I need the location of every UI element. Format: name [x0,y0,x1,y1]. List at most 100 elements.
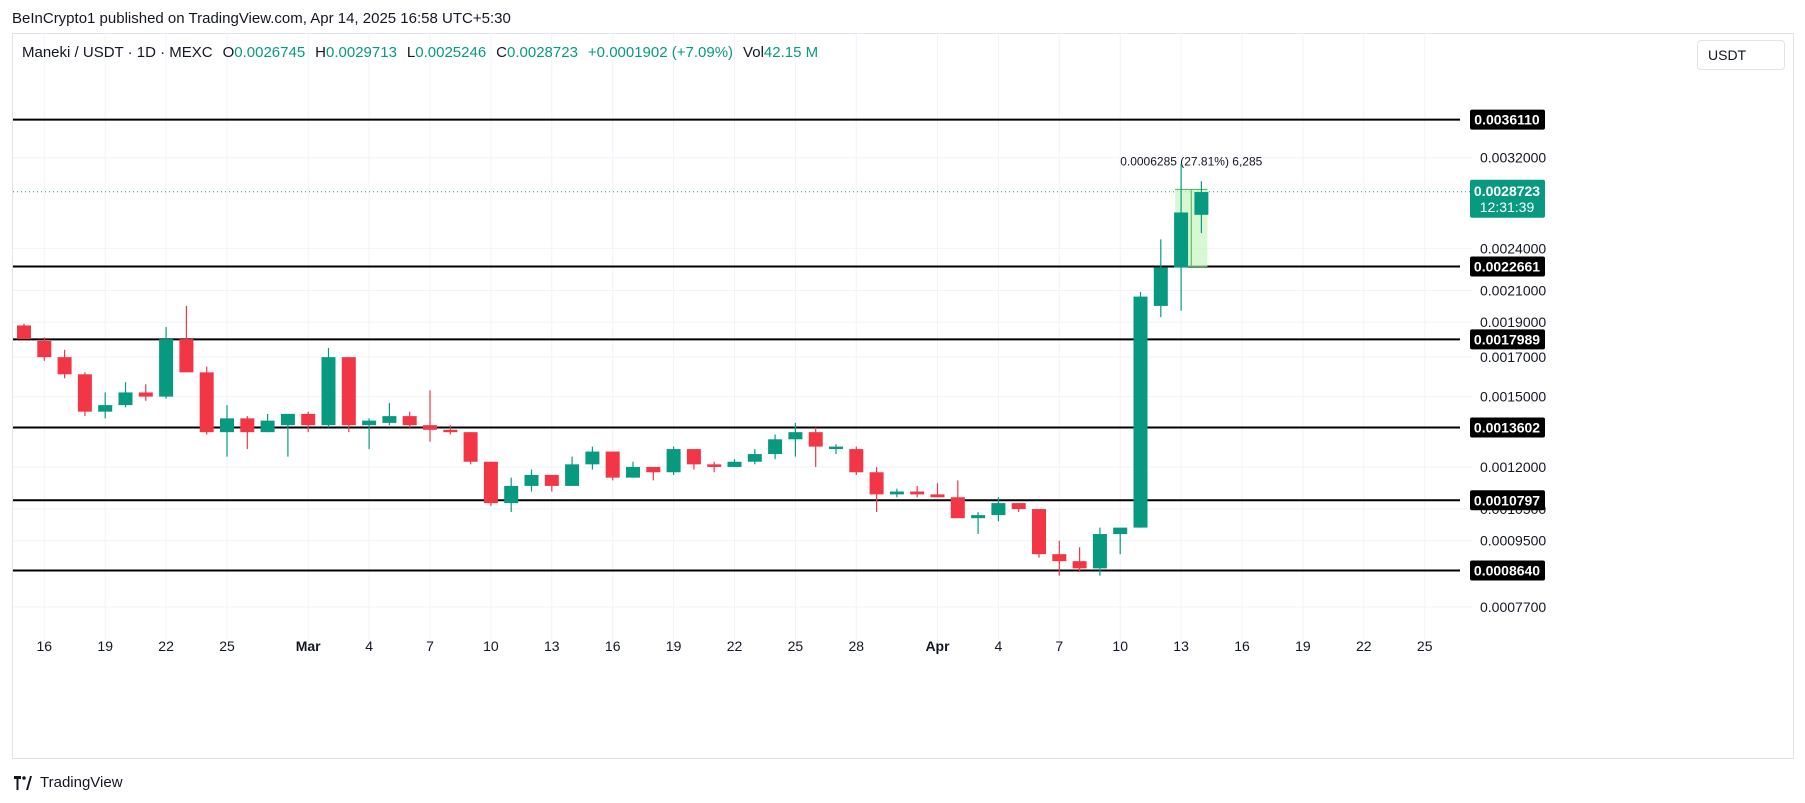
footer-brand: TradingView [40,774,123,791]
candle-body-down[interactable] [423,425,437,430]
candle-body-down[interactable] [240,418,255,433]
candle-body-up[interactable] [1174,212,1189,268]
level-price-tag-label: 0.0017989 [1474,331,1540,347]
candle-body-down[interactable] [443,429,458,433]
time-axis-tick: 16 [605,638,621,654]
candle-body-up[interactable] [159,339,174,397]
level-price-tag[interactable] [1470,490,1545,511]
price-axis-tick: 0.0017000 [1480,349,1546,365]
candle-body-down[interactable] [1072,561,1087,569]
candle-body-up[interactable] [1113,527,1128,535]
candle-body-down[interactable] [646,466,661,473]
time-axis-tick: 4 [995,638,1003,654]
price-axis-tick: 0.0009500 [1480,533,1546,549]
candle-body-up[interactable] [768,439,783,455]
time-axis-tick: 10 [483,638,499,654]
time-axis-tick: 22 [727,638,743,654]
candle-body-up[interactable] [788,432,803,440]
candle-body-up[interactable] [504,485,519,504]
candle-body-down[interactable] [37,340,52,358]
time-axis-tick: 7 [426,638,434,654]
candle-body-up[interactable] [971,515,986,519]
time-axis-tick: 7 [1055,638,1063,654]
candle-body-down[interactable] [707,464,722,467]
price-axis-tick: 0.0021000 [1480,283,1546,299]
candle-body-up[interactable] [889,491,904,495]
price-axis-tick: 0.0019000 [1480,314,1546,330]
candle-body-up[interactable] [626,466,640,478]
candle-body-down[interactable] [199,372,214,433]
legend-change: +0.0001902 (+7.09%) [587,44,734,61]
candle-body-down[interactable] [463,432,478,462]
time-axis-tick: 19 [666,638,682,654]
candle-body-down[interactable] [544,474,559,486]
candle-body-down[interactable] [1052,554,1067,562]
candle-body-up[interactable] [565,464,580,486]
candle-body-up[interactable] [727,461,742,467]
candle-body-down[interactable] [605,451,620,478]
level-price-tag[interactable] [1470,109,1545,130]
current-price-tag[interactable] [1470,179,1545,218]
candle-body-up[interactable] [280,413,295,426]
price-axis-tick: 0.0024000 [1480,240,1546,256]
candle-body-up[interactable] [991,503,1006,516]
tradingview-footer[interactable]: TradingView [12,774,123,791]
candle-body-down[interactable] [930,494,945,498]
level-price-tag[interactable] [1470,417,1545,438]
legend-close-value: 0.0028723 [507,44,578,61]
candle-body-down[interactable] [17,325,31,340]
candle-body-up[interactable] [382,416,397,423]
candle-body-down[interactable] [483,461,498,504]
candle-body-down[interactable] [950,497,965,519]
time-axis-tick: 28 [849,638,865,654]
level-price-tag[interactable] [1470,560,1545,581]
publisher-caption: BeInCrypto1 published on TradingView.com… [12,10,511,27]
candle-body-up[interactable] [220,418,234,433]
candle-body-up[interactable] [1194,192,1209,215]
level-price-tag[interactable] [1470,256,1545,277]
candle-body-up[interactable] [260,420,275,433]
candle-body-up[interactable] [666,449,681,473]
candle-body-down[interactable] [341,357,356,426]
legend-open-label: O [222,44,235,61]
time-axis-tick: 4 [365,638,373,654]
time-axis-tick: 25 [219,638,235,654]
time-axis-tick: 16 [37,638,53,654]
candle-body-up[interactable] [1092,534,1107,569]
candle-body-up[interactable] [118,392,133,406]
level-price-tag-label: 0.0036110 [1474,112,1540,128]
candle-body-down[interactable] [808,432,823,447]
legend-open-value: 0.0026745 [234,44,306,61]
candle-body-up[interactable] [829,446,843,450]
candle-body-up[interactable] [1153,267,1168,306]
level-price-tag[interactable] [1470,329,1545,350]
currency-button[interactable]: USDT [1697,40,1785,70]
time-axis-tick: 25 [788,638,804,654]
time-axis-tick: 19 [97,638,113,654]
legend-close-label: C [496,44,508,61]
candle-body-down[interactable] [138,392,153,397]
candle-body-down[interactable] [1032,509,1046,555]
candle-body-down[interactable] [1011,503,1026,510]
candle-body-down[interactable] [849,449,864,473]
candle-body-down[interactable] [402,416,417,426]
candle-body-down[interactable] [910,491,925,495]
candle-body-up[interactable] [585,451,600,465]
candle-body-down[interactable] [77,374,92,412]
candle-body-up[interactable] [362,420,377,426]
candle-body-up[interactable] [747,454,762,462]
level-price-tag-label: 0.0010797 [1474,492,1540,508]
candle-body-up[interactable] [98,405,113,412]
legend-low-label: L [406,44,416,61]
candle-body-down[interactable] [301,413,316,426]
candle-body-down[interactable] [869,472,884,495]
candle-body-up[interactable] [321,357,336,426]
level-price-tag-label: 0.0022661 [1474,259,1540,275]
candle-body-down[interactable] [179,339,194,373]
candle-body-down[interactable] [686,449,701,465]
candle-body-up[interactable] [524,474,539,486]
legend-symbol[interactable]: Maneki / USDT · 1D · MEXC [22,44,213,61]
candle-body-down[interactable] [57,357,72,375]
candle-body-up[interactable] [1133,296,1148,528]
